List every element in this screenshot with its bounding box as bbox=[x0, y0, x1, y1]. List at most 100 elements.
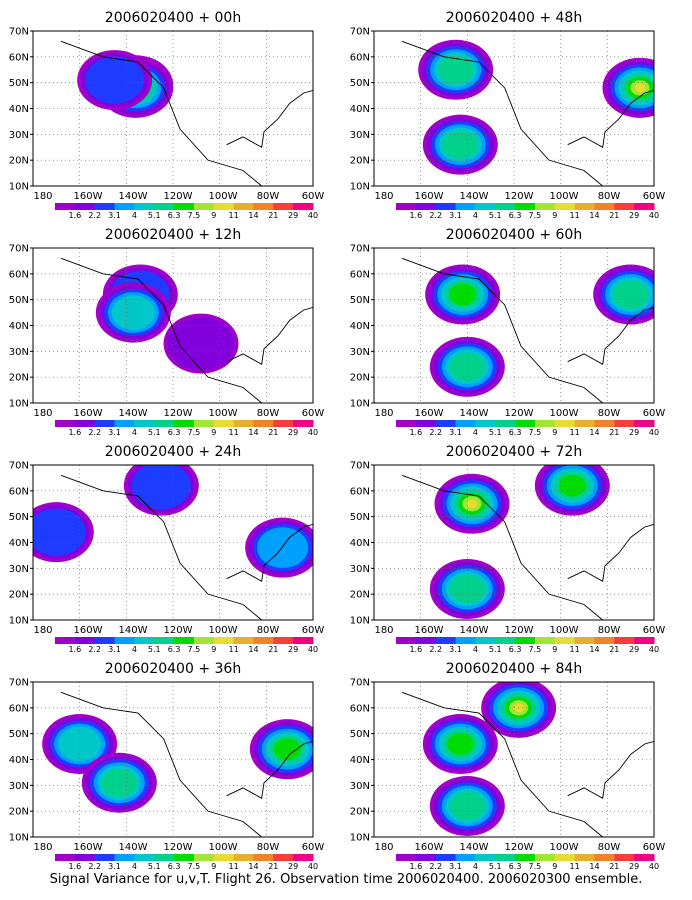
variance-contour bbox=[558, 474, 586, 497]
colorbar-swatch bbox=[594, 854, 615, 861]
colorbar-swatch bbox=[415, 203, 437, 210]
x-tick-label: 60W bbox=[643, 842, 666, 853]
x-tick-label: 80W bbox=[598, 191, 621, 202]
y-tick-label: 50N bbox=[350, 295, 370, 306]
colorbar-label: 1.6 bbox=[409, 428, 422, 437]
colorbar-swatch bbox=[114, 203, 135, 210]
colorbar-swatch bbox=[193, 637, 215, 644]
x-tick-label: 140W bbox=[119, 408, 148, 419]
colorbar-label: 4 bbox=[473, 862, 478, 871]
colorbar-label: 14 bbox=[248, 645, 258, 654]
colorbar-swatch bbox=[554, 854, 576, 861]
y-tick-label: 10N bbox=[350, 616, 370, 627]
colorbar-label: 6.3 bbox=[168, 645, 181, 654]
y-tick-label: 60N bbox=[350, 486, 370, 497]
x-tick-label: 160W bbox=[415, 191, 444, 202]
panel-title: 2006020400 + 00h bbox=[105, 10, 241, 26]
colorbar-swatch bbox=[415, 637, 437, 644]
colorbar-swatch bbox=[154, 203, 175, 210]
colorbar-label: 6.3 bbox=[168, 211, 181, 220]
colorbar-swatch bbox=[94, 854, 116, 861]
y-tick-label: 30N bbox=[350, 781, 370, 792]
map-panel: 2006020400 + 48h 70N 60N 50N 40N 30N 20N 10N 180… bbox=[350, 10, 666, 220]
y-tick-label: 30N bbox=[350, 564, 370, 575]
colorbar-label: 6.3 bbox=[509, 428, 522, 437]
colorbar-swatch bbox=[594, 203, 615, 210]
colorbar-swatch bbox=[74, 203, 96, 210]
colorbar-label: 21 bbox=[609, 428, 619, 437]
x-tick-label: 180 bbox=[374, 842, 393, 853]
coastline bbox=[401, 691, 654, 837]
colorbar-swatch bbox=[233, 203, 254, 210]
colorbar-label: 3.1 bbox=[449, 645, 462, 654]
colorbar-swatch bbox=[435, 420, 457, 427]
y-tick-label: 10N bbox=[350, 833, 370, 844]
x-tick-label: 180 bbox=[33, 191, 52, 202]
colorbar-label: 9 bbox=[211, 862, 216, 871]
x-tick-label: 160W bbox=[415, 625, 444, 636]
y-tick-label: 30N bbox=[350, 347, 370, 358]
colorbar-label: 21 bbox=[268, 862, 278, 871]
colorbar-swatch bbox=[154, 854, 175, 861]
x-tick-label: 100W bbox=[550, 625, 579, 636]
colorbar-label: 29 bbox=[288, 862, 298, 871]
colorbar-label: 21 bbox=[609, 211, 619, 220]
colorbar-swatch bbox=[396, 203, 417, 210]
variance-contour bbox=[58, 726, 102, 762]
colorbar-label: 9 bbox=[211, 428, 216, 437]
x-tick-label: 120W bbox=[505, 625, 534, 636]
x-tick-label: 120W bbox=[505, 191, 534, 202]
colorbar-label: 6.3 bbox=[509, 645, 522, 654]
x-tick-label: 100W bbox=[550, 408, 579, 419]
y-tick-label: 50N bbox=[9, 512, 29, 523]
colorbar-label: 5.1 bbox=[489, 211, 502, 220]
colorbar-swatch bbox=[574, 203, 595, 210]
colorbar-label: 9 bbox=[552, 428, 557, 437]
y-tick-label: 10N bbox=[9, 182, 29, 193]
colorbar-swatch bbox=[515, 637, 536, 644]
variance-field bbox=[33, 465, 313, 578]
variance-field bbox=[42, 714, 313, 813]
colorbar-swatch bbox=[193, 420, 215, 427]
y-tick-label: 30N bbox=[9, 781, 29, 792]
x-tick-label: 160W bbox=[415, 408, 444, 419]
colorbar-label: 6.3 bbox=[509, 862, 522, 871]
colorbar-swatch bbox=[273, 637, 294, 644]
colorbar-label: 2.2 bbox=[429, 428, 442, 437]
colorbar-label: 4 bbox=[132, 211, 137, 220]
map-panel: 2006020400 + 60h 70N 60N 50N 40N 30N 20N 10N 180… bbox=[350, 227, 666, 437]
colorbar-label: 21 bbox=[268, 428, 278, 437]
colorbar-label: 7.5 bbox=[529, 211, 542, 220]
colorbar-swatch bbox=[534, 854, 556, 861]
colorbar-label: 5.1 bbox=[148, 211, 161, 220]
colorbar-swatch bbox=[554, 203, 576, 210]
figure-caption: Signal Variance for u,v,T. Flight 26. Ob… bbox=[49, 872, 643, 887]
x-tick-label: 140W bbox=[119, 191, 148, 202]
x-tick-label: 160W bbox=[415, 842, 444, 853]
y-tick-label: 70N bbox=[9, 678, 29, 689]
colorbar-label: 40 bbox=[649, 645, 659, 654]
colorbar-label: 7.5 bbox=[529, 428, 542, 437]
colorbar-swatch bbox=[396, 420, 417, 427]
colorbar-swatch bbox=[253, 637, 274, 644]
x-tick-label: 60W bbox=[302, 842, 325, 853]
colorbar-label: 29 bbox=[288, 645, 298, 654]
colorbar-swatch bbox=[515, 420, 536, 427]
y-tick-label: 50N bbox=[350, 512, 370, 523]
x-tick-label: 60W bbox=[643, 408, 666, 419]
colorbar-swatch bbox=[435, 203, 457, 210]
x-tick-label: 80W bbox=[598, 625, 621, 636]
x-tick-label: 80W bbox=[257, 408, 280, 419]
x-tick-label: 100W bbox=[209, 191, 238, 202]
x-tick-label: 60W bbox=[643, 625, 666, 636]
colorbar-label: 29 bbox=[629, 211, 639, 220]
colorbar-label: 7.5 bbox=[188, 645, 201, 654]
x-tick-label: 140W bbox=[460, 408, 489, 419]
y-tick-label: 10N bbox=[350, 399, 370, 410]
y-tick-label: 60N bbox=[350, 52, 370, 63]
colorbar-swatch bbox=[515, 203, 536, 210]
colorbar-swatch bbox=[55, 203, 76, 210]
variance-contour bbox=[613, 280, 649, 309]
colorbar-label: 4 bbox=[132, 428, 137, 437]
colorbar-label: 6.3 bbox=[168, 428, 181, 437]
